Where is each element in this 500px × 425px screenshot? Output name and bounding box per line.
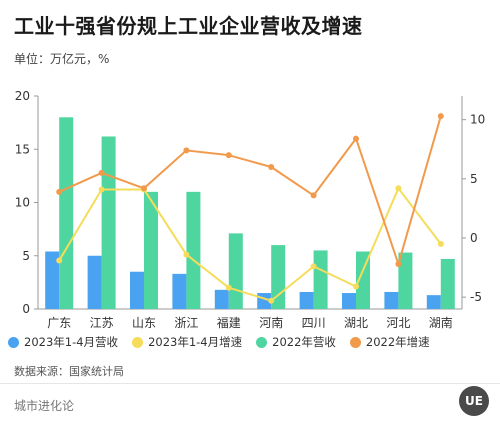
left-tick-label: 20 [15, 89, 30, 103]
line-2022-growth [58, 115, 442, 266]
bar-2022-revenue [313, 250, 328, 309]
bar-2023-revenue [45, 251, 60, 309]
point-2022-growth [56, 188, 63, 195]
legend-label-2023-growth: 2023年1-4月增速 [148, 335, 243, 349]
legend-marker-2022-growth [349, 336, 361, 348]
point-2022-growth [98, 169, 105, 176]
bar-2022-revenue [59, 117, 74, 309]
bar-2023-revenue [426, 295, 441, 309]
chart-title: 工业十强省份规上工业企业营收及增速 [14, 14, 363, 38]
bar-2022-revenue [101, 136, 116, 309]
point-2023-growth [353, 283, 359, 290]
point-2022-growth [353, 135, 359, 142]
point-2022-growth [141, 185, 147, 192]
point-2023-growth [395, 185, 402, 192]
brand-name: 城市进化论 [14, 399, 75, 413]
x-tick-label: 山东 [132, 316, 156, 330]
point-2023-growth [98, 186, 105, 193]
right-tick-label: 10 [470, 113, 485, 127]
bar-2022-revenue [144, 191, 158, 309]
x-tick-label: 广东 [47, 316, 71, 330]
bar-2022-revenue [228, 233, 243, 309]
x-tick-label: 河北 [386, 316, 410, 330]
point-2023-growth [268, 297, 275, 304]
legend-marker-2023-growth [132, 336, 144, 348]
left-tick-label: 15 [15, 142, 30, 156]
bar-2022-revenue [186, 191, 201, 309]
point-2023-growth [437, 240, 444, 247]
point-2022-growth [310, 192, 317, 199]
point-2022-growth [395, 261, 402, 268]
bar-2023-revenue [342, 293, 356, 309]
legend-label-2022-revenue: 2022年营收 [272, 335, 336, 349]
right-tick-label: 0 [470, 231, 478, 245]
bar-2023-revenue [214, 289, 229, 309]
legend-item-2022-growth[interactable]: 2022年增速 [349, 334, 430, 350]
point-2022-growth [225, 152, 232, 159]
point-2023-growth [56, 257, 63, 264]
x-tick-label: 福建 [217, 315, 241, 330]
bar-2023-revenue [299, 291, 314, 309]
x-tick-label: 河南 [259, 315, 283, 330]
line-2023-growth [58, 187, 442, 302]
right-tick-label: 5 [470, 172, 478, 186]
point-2023-growth [183, 251, 190, 258]
point-2022-growth [183, 147, 190, 154]
footer-divider [0, 383, 500, 384]
x-tick-label: 湖北 [344, 315, 368, 330]
bar-2022-revenue [398, 252, 413, 309]
x-tick-label: 四川 [302, 316, 326, 330]
bar-2022-revenue [356, 251, 370, 309]
left-tick-label: 0 [22, 302, 30, 316]
bar-2022-revenue [440, 258, 455, 309]
x-tick-label: 江苏 [90, 316, 114, 330]
legend-marker-2022-revenue [256, 336, 268, 348]
point-2023-growth [225, 284, 232, 291]
unit-label: 单位：万亿元，% [14, 52, 110, 66]
legend-marker-2023-revenue [8, 336, 19, 348]
point-2022-growth [268, 164, 275, 170]
x-tick-label: 浙江 [174, 316, 198, 330]
left-tick-label: 10 [15, 196, 30, 210]
chart-legend: 2023年1-4月营收 2023年1-4月增速 2022年营收 2022年增速 [8, 334, 498, 350]
brand-logo-icon: UE [459, 386, 489, 416]
bar-2023-revenue [384, 291, 399, 309]
bar-2023-revenue [172, 273, 187, 309]
legend-label-2023-revenue: 2023年1-4月营收 [24, 335, 119, 349]
right-tick-label: -5 [470, 290, 482, 304]
point-2023-growth [310, 263, 317, 270]
point-2022-growth [437, 113, 444, 120]
legend-item-2023-revenue[interactable]: 2023年1-4月营收 [8, 334, 118, 350]
bar-2023-revenue [87, 255, 102, 309]
legend-item-2023-growth[interactable]: 2023年1-4月增速 [132, 334, 242, 350]
data-source-note: 数据来源：国家统计局 [14, 365, 124, 378]
combo-chart: 0 5 10 15 20 -5 0 5 10 广东 江苏 山东 浙江 福建 河南 四川 湖北 河北 湖南 [15, 89, 486, 330]
legend-label-2022-growth: 2022年增速 [365, 335, 430, 349]
legend-item-2022-revenue[interactable]: 2022年营收 [256, 334, 336, 350]
left-tick-label: 5 [22, 249, 30, 263]
bar-2023-revenue [130, 271, 144, 309]
x-tick-label: 湖南 [429, 315, 453, 330]
